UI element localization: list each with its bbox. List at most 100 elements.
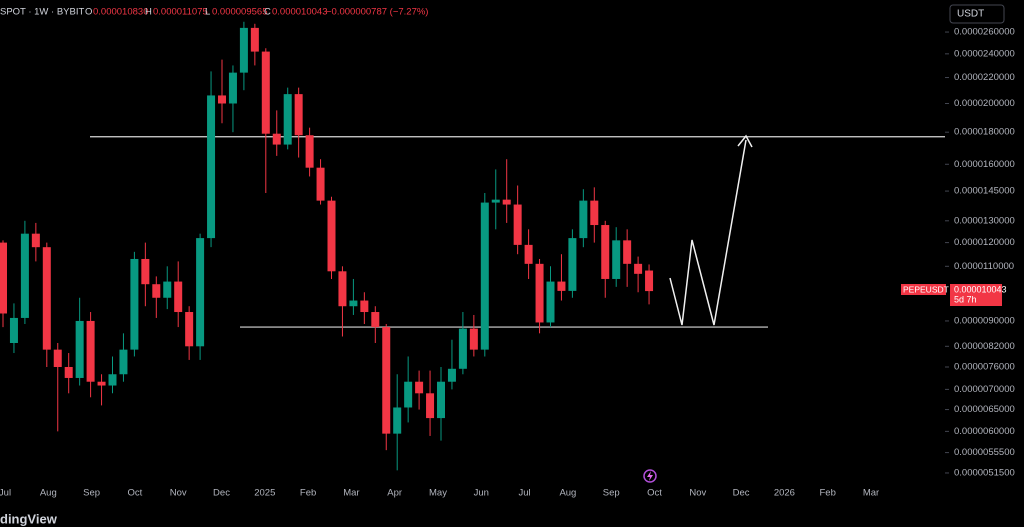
y-tick-label: 0.0000160000 bbox=[954, 159, 1015, 170]
y-tick-label: 0.0000076000 bbox=[954, 362, 1015, 373]
candle-body bbox=[579, 200, 588, 239]
open-label: O bbox=[85, 7, 92, 18]
candle-body bbox=[174, 281, 183, 313]
y-tick-label: 0.0000051500 bbox=[954, 467, 1015, 478]
candle-body bbox=[437, 381, 445, 419]
candle-body bbox=[218, 95, 226, 104]
x-tick-label: Sep bbox=[603, 488, 620, 499]
candle-body bbox=[469, 328, 478, 350]
x-tick-label: Mar bbox=[863, 488, 879, 499]
low-label: L bbox=[205, 7, 210, 18]
x-tick-label: Nov bbox=[170, 488, 187, 499]
x-tick-label: May bbox=[429, 488, 447, 499]
candle-body bbox=[97, 381, 106, 386]
candle-body bbox=[524, 244, 533, 264]
x-tick-label: Jul bbox=[519, 488, 531, 499]
y-tick-label: 0.0000090000 bbox=[954, 315, 1015, 326]
candle-body bbox=[86, 320, 95, 382]
candle-body bbox=[382, 327, 391, 434]
x-tick-label: Oct bbox=[128, 488, 143, 499]
price-tag: PEPEUSDT 0.000010043 5d 7h bbox=[901, 284, 1007, 306]
candle-body bbox=[305, 135, 314, 168]
candle-body bbox=[283, 94, 292, 145]
y-tick-label: 0.0000065000 bbox=[954, 404, 1015, 415]
candle-body bbox=[645, 270, 654, 292]
price-tag-symbol: PEPEUSDT bbox=[903, 284, 949, 294]
candle-body bbox=[9, 317, 18, 343]
price-tag-countdown: 5d 7h bbox=[954, 294, 977, 304]
y-tick-label: 0.0000070000 bbox=[954, 384, 1015, 395]
candle-body bbox=[316, 167, 325, 201]
candle-body bbox=[612, 240, 621, 279]
price-tag-price: 0.000010043 bbox=[954, 284, 1007, 294]
y-tick-label: 0.0000180000 bbox=[954, 127, 1015, 138]
currency-button-box[interactable] bbox=[949, 4, 1005, 24]
watermark: dingView bbox=[0, 511, 58, 526]
candle-body bbox=[294, 94, 303, 136]
candle-body bbox=[327, 200, 336, 272]
candle-body bbox=[349, 300, 358, 307]
plot-area: 0.0000260000 0.0000240000 0.0000220000 0.00… bbox=[0, 21, 1015, 499]
candle-body bbox=[152, 284, 161, 298]
y-tick-label: 0.0000060000 bbox=[954, 426, 1015, 437]
y-tick-label: 0.0000220000 bbox=[954, 72, 1015, 83]
candle-body bbox=[185, 312, 194, 347]
currency-button-label[interactable]: USDT bbox=[957, 9, 984, 20]
candle-body bbox=[458, 328, 467, 369]
low-value: 0.000009565 bbox=[212, 7, 267, 18]
candle-body bbox=[75, 320, 84, 378]
candle-body bbox=[42, 247, 51, 350]
symbol-info: SPOT · 1W · BYBIT bbox=[0, 7, 84, 18]
x-tick-label: Oct bbox=[647, 488, 662, 499]
candle-body bbox=[568, 238, 577, 291]
y-tick-label: 0.0000110000 bbox=[954, 261, 1014, 272]
currency-button[interactable]: USDT bbox=[949, 4, 1005, 24]
lightning-bolt[interactable] bbox=[647, 471, 653, 481]
x-tick-label: Aug bbox=[559, 488, 576, 499]
candle-body bbox=[590, 200, 599, 226]
candle-body bbox=[480, 202, 489, 350]
candle-body bbox=[207, 95, 216, 239]
candle-body bbox=[634, 263, 643, 274]
price-tag-symbol-box bbox=[901, 284, 946, 295]
y-tick-label: 0.0000130000 bbox=[954, 215, 1015, 226]
candle-body bbox=[53, 349, 62, 367]
candle-body bbox=[546, 281, 555, 323]
candle-body bbox=[447, 368, 456, 382]
candle-body bbox=[141, 258, 150, 285]
x-tick-label: Mar bbox=[343, 488, 359, 499]
candle-body bbox=[601, 225, 610, 279]
candle-body bbox=[491, 199, 500, 203]
projection-path bbox=[669, 139, 747, 326]
x-tick-label: Feb bbox=[820, 488, 836, 499]
lightning-circle[interactable] bbox=[643, 469, 657, 483]
high-value: 0.000011075 bbox=[153, 7, 208, 18]
close-label: C bbox=[264, 7, 271, 18]
candle-body bbox=[130, 258, 139, 350]
open-value: 0.000010830 bbox=[93, 7, 148, 18]
close-value: 0.000010043 bbox=[272, 7, 327, 18]
x-tick-label: Sep bbox=[83, 488, 100, 499]
candle-body bbox=[360, 300, 369, 313]
x-tick-label: 2025 bbox=[254, 488, 275, 499]
candle-body bbox=[20, 233, 29, 318]
high-label: H bbox=[145, 7, 152, 18]
candle-body bbox=[64, 366, 73, 378]
lightning-icon[interactable] bbox=[643, 469, 657, 483]
candle-body bbox=[261, 51, 270, 134]
candle-body bbox=[272, 133, 281, 145]
x-tick-label: Dec bbox=[733, 488, 750, 499]
x-tick-label: Jun bbox=[474, 488, 489, 499]
candle-body bbox=[239, 27, 248, 73]
projection-arrowhead bbox=[737, 134, 753, 148]
x-tick-label: Feb bbox=[300, 488, 316, 499]
candle-body bbox=[371, 312, 380, 328]
y-tick-label: 0.0000055500 bbox=[954, 447, 1015, 458]
x-tick-label: Aug bbox=[40, 488, 57, 499]
candle-body bbox=[623, 240, 632, 264]
candle-body bbox=[196, 238, 205, 347]
candle-body bbox=[108, 374, 117, 386]
candle-body bbox=[426, 393, 435, 419]
